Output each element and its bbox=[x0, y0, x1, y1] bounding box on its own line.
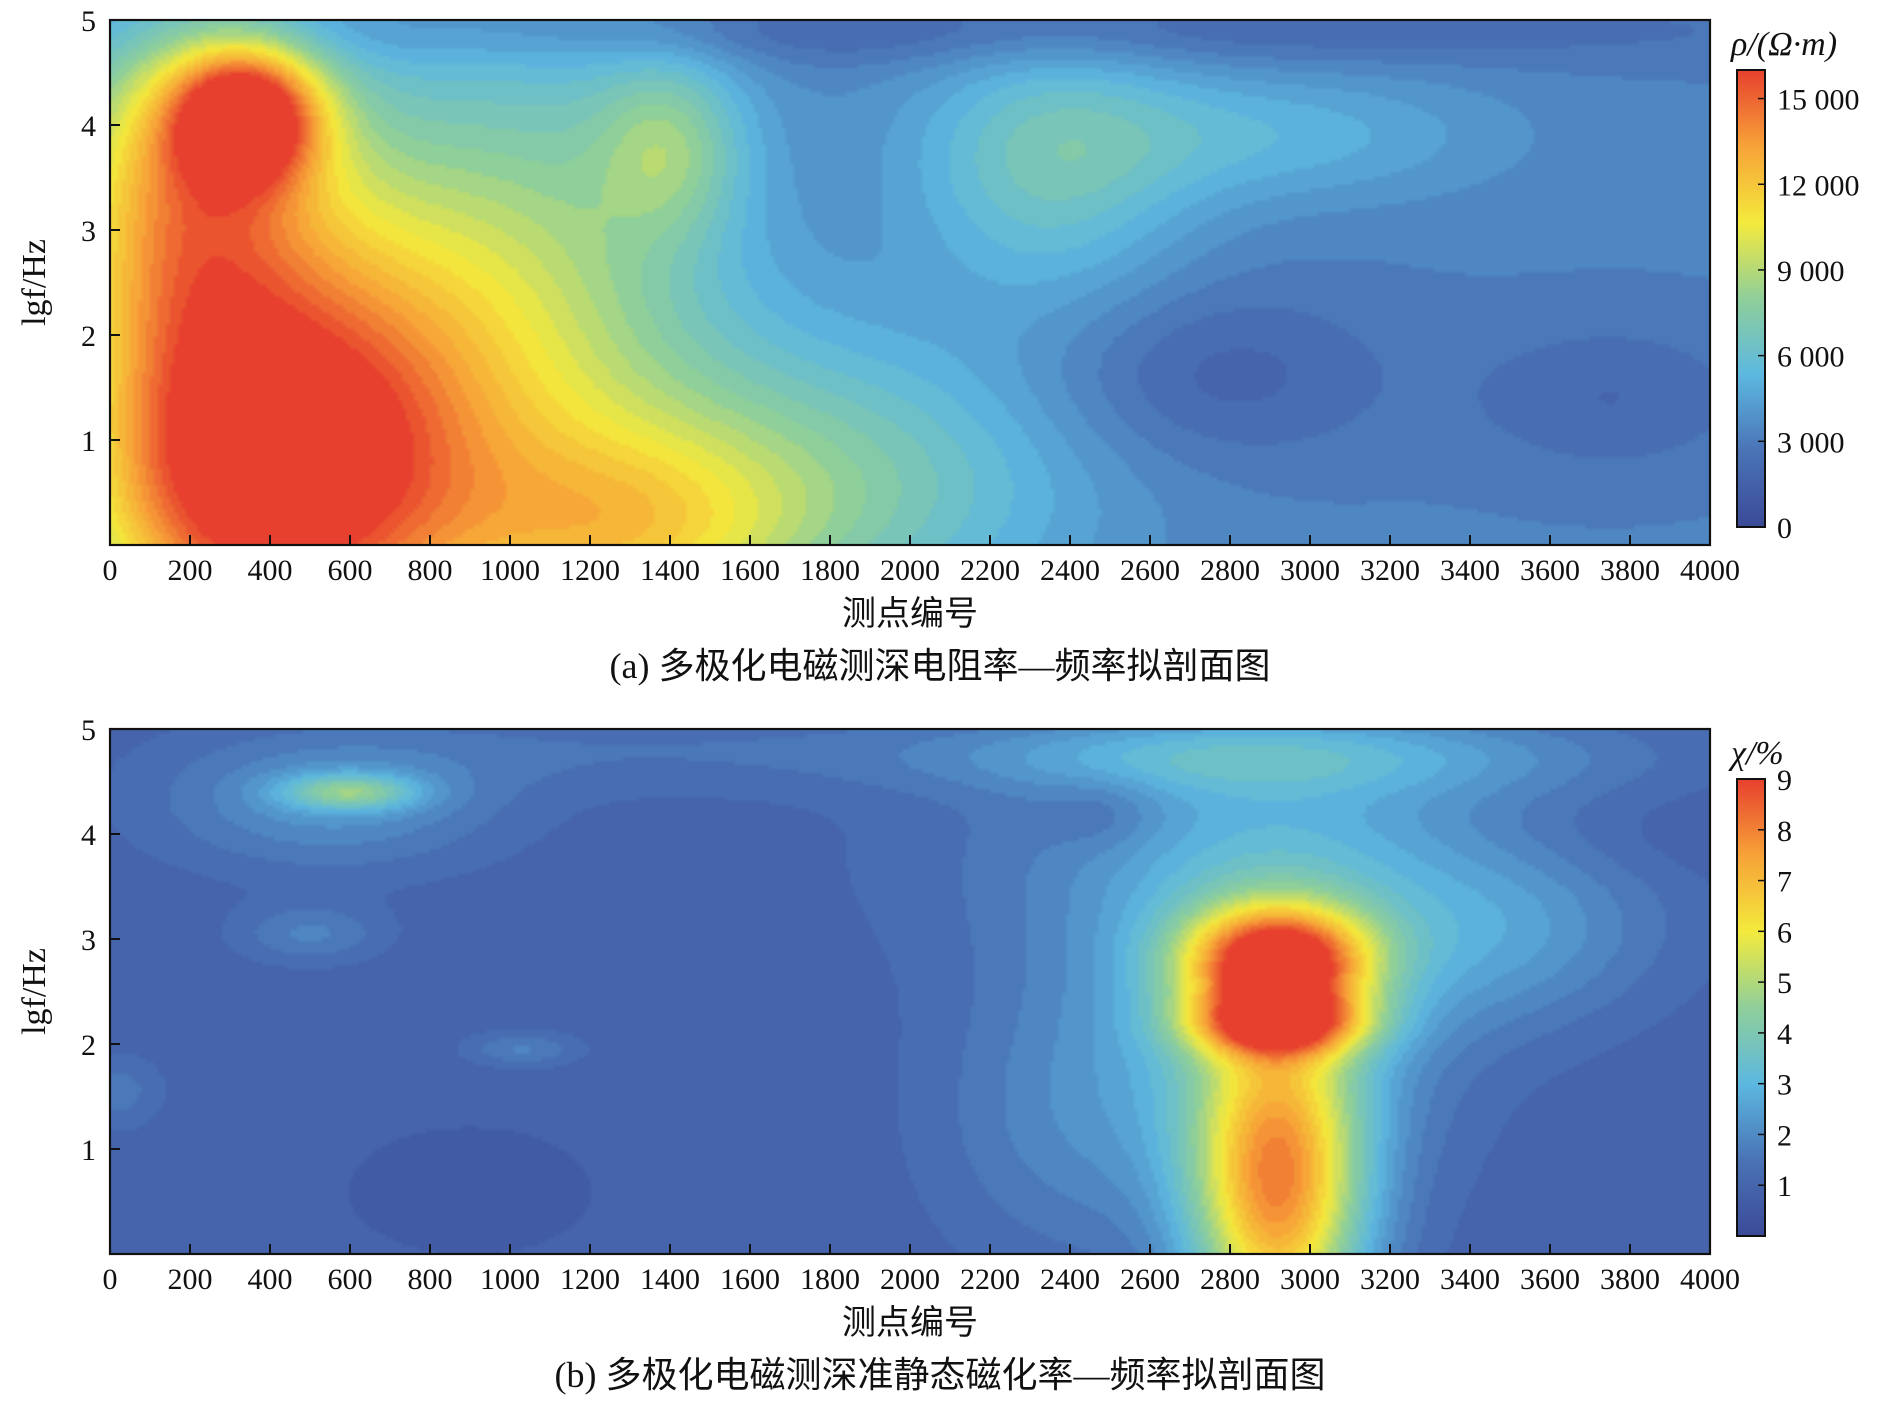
colorbar bbox=[1736, 778, 1766, 1237]
x-tick-label: 1800 bbox=[800, 1263, 860, 1296]
x-tick-label: 3000 bbox=[1280, 1263, 1340, 1296]
colorbar-tick-label: 3 bbox=[1777, 1069, 1792, 1102]
x-tick-label: 2000 bbox=[880, 554, 940, 587]
colorbar-tick-label: 6 000 bbox=[1777, 341, 1845, 374]
y-tick-label: 1 bbox=[81, 425, 96, 458]
x-tick-label: 0 bbox=[103, 554, 118, 587]
y-tick-label: 5 bbox=[81, 714, 96, 747]
x-tick-label: 3600 bbox=[1520, 554, 1580, 587]
x-tick-label: 3200 bbox=[1360, 554, 1420, 587]
x-tick-label: 400 bbox=[248, 554, 293, 587]
x-tick-label: 1000 bbox=[480, 1263, 540, 1296]
x-tick-label: 400 bbox=[248, 1263, 293, 1296]
colorbar-tick-label: 8 bbox=[1777, 815, 1792, 848]
susceptibility-panel: 0 200 400 600 800 1000 1200 1400 1600 1800 2000 220… bbox=[0, 709, 1890, 1418]
x-tick-label: 4000 bbox=[1680, 554, 1740, 587]
x-tick-label: 800 bbox=[408, 1263, 453, 1296]
x-tick-label: 1400 bbox=[640, 554, 700, 587]
x-axis-title: 测点编号 bbox=[842, 1304, 978, 1342]
x-tick-label: 3800 bbox=[1600, 1263, 1660, 1296]
x-tick-label: 1600 bbox=[720, 1263, 780, 1296]
x-tick-label: 4000 bbox=[1680, 1263, 1740, 1296]
y-tick-label: 4 bbox=[81, 819, 96, 852]
resistivity-panel: 0 200 400 600 800 1000 1200 1400 1600 1800 2000 220… bbox=[16, 5, 1860, 686]
x-tick-label: 1800 bbox=[800, 554, 860, 587]
y-tick-label: 1 bbox=[81, 1134, 96, 1167]
resistivity-chart: 0 200 400 600 800 1000 1200 1400 1600 1800 2000 220… bbox=[16, 5, 1860, 686]
heatmap-field bbox=[110, 729, 1710, 1254]
x-tick-label: 3400 bbox=[1440, 1263, 1500, 1296]
y-tick-label: 3 bbox=[81, 215, 96, 248]
y-tick-label: 4 bbox=[81, 110, 96, 143]
y-tick-label: 2 bbox=[81, 320, 96, 353]
x-tick-label: 2400 bbox=[1040, 554, 1100, 587]
x-tick-label: 1200 bbox=[560, 554, 620, 587]
colorbar-title: ρ/(Ω·m) bbox=[1730, 26, 1837, 63]
colorbar-tick-label: 15 000 bbox=[1777, 84, 1860, 117]
colorbar-tick-label: 9 000 bbox=[1777, 255, 1845, 288]
x-tick-label: 1200 bbox=[560, 1263, 620, 1296]
x-tick-label: 3400 bbox=[1440, 554, 1500, 587]
colorbar-tick-label: 5 bbox=[1777, 967, 1792, 1000]
figure-caption: (a) 多极化电磁测深电阻率—频率拟剖面图 bbox=[610, 646, 1271, 686]
susceptibility-chart: 0 200 400 600 800 1000 1200 1400 1600 1800 2000 220… bbox=[16, 714, 1792, 1395]
x-tick-label: 3600 bbox=[1520, 1263, 1580, 1296]
y-tick-label: 3 bbox=[81, 924, 96, 957]
x-tick-label: 1400 bbox=[640, 1263, 700, 1296]
y-axis-title: lgf/Hz bbox=[16, 239, 53, 326]
colorbar-tick-label: 7 bbox=[1777, 866, 1792, 899]
x-tick-label: 2600 bbox=[1120, 554, 1180, 587]
colorbar-tick-label: 1 bbox=[1777, 1170, 1792, 1203]
colorbar-tick-label: 12 000 bbox=[1777, 169, 1860, 202]
x-tick-label: 200 bbox=[168, 1263, 213, 1296]
x-tick-label: 3000 bbox=[1280, 554, 1340, 587]
colorbar-tick-label: 6 bbox=[1777, 916, 1792, 949]
colorbar-title: χ/% bbox=[1728, 735, 1784, 772]
x-axis-title: 测点编号 bbox=[842, 595, 978, 633]
x-tick-label: 2800 bbox=[1200, 554, 1260, 587]
x-tick-label: 2000 bbox=[880, 1263, 940, 1296]
x-tick-label: 2800 bbox=[1200, 1263, 1260, 1296]
y-tick-label: 5 bbox=[81, 5, 96, 38]
colorbar-tick-label: 0 bbox=[1777, 512, 1792, 545]
x-tick-label: 3800 bbox=[1600, 554, 1660, 587]
x-tick-label: 2400 bbox=[1040, 1263, 1100, 1296]
x-tick-label: 800 bbox=[408, 554, 453, 587]
x-tick-label: 600 bbox=[328, 554, 373, 587]
y-axis-title: lgf/Hz bbox=[16, 948, 53, 1035]
colorbar-tick-label: 4 bbox=[1777, 1018, 1792, 1051]
x-tick-label: 2200 bbox=[960, 554, 1020, 587]
x-tick-label: 200 bbox=[168, 554, 213, 587]
heatmap-field bbox=[110, 20, 1710, 545]
x-tick-label: 2200 bbox=[960, 1263, 1020, 1296]
figure-caption: (b) 多极化电磁测深准静态磁化率—频率拟剖面图 bbox=[555, 1355, 1326, 1395]
colorbar bbox=[1736, 69, 1766, 528]
x-tick-label: 2600 bbox=[1120, 1263, 1180, 1296]
x-tick-label: 600 bbox=[328, 1263, 373, 1296]
x-tick-label: 3200 bbox=[1360, 1263, 1420, 1296]
x-tick-label: 0 bbox=[103, 1263, 118, 1296]
y-tick-label: 2 bbox=[81, 1029, 96, 1062]
colorbar-tick-label: 3 000 bbox=[1777, 426, 1845, 459]
colorbar-tick-label: 9 bbox=[1777, 764, 1792, 797]
x-tick-label: 1600 bbox=[720, 554, 780, 587]
x-tick-label: 1000 bbox=[480, 554, 540, 587]
colorbar-tick-label: 2 bbox=[1777, 1119, 1792, 1152]
